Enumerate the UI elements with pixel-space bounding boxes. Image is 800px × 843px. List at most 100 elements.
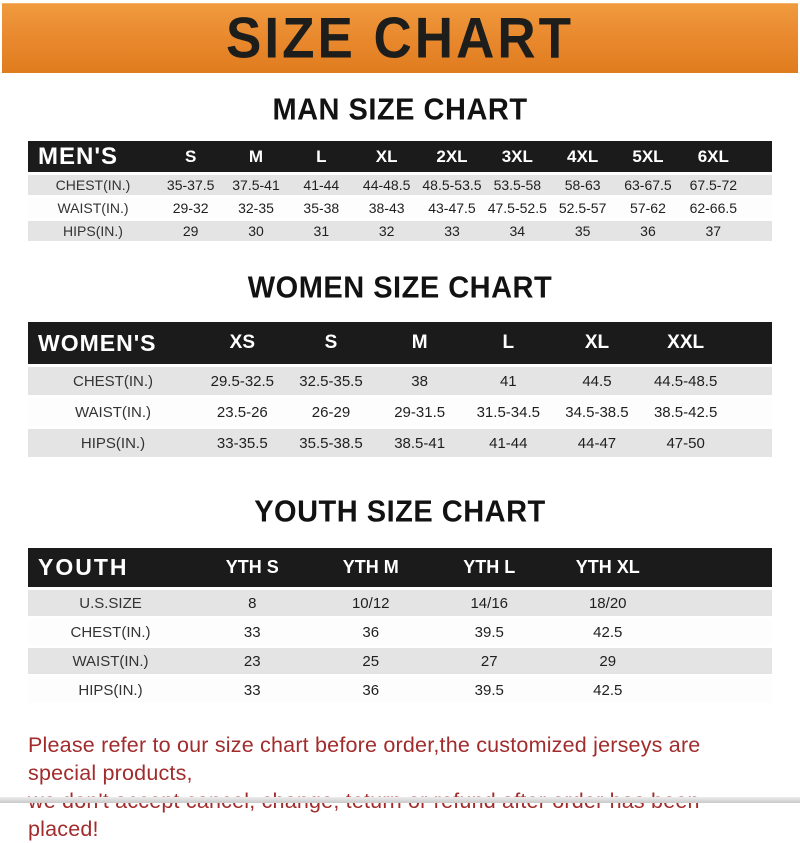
youth-hips-in-yth-m: 36 bbox=[362, 681, 380, 699]
men-waist-in-s: 29-32 bbox=[172, 200, 209, 216]
men-hips-in-6xl: 37 bbox=[705, 223, 722, 239]
disclaimer-line-2: we don't accept cancel, change, teturn o… bbox=[28, 789, 699, 841]
women-row-spacer bbox=[730, 429, 772, 457]
men-chest-in-l: 41-44 bbox=[303, 177, 340, 193]
youth-hips-in-yth-s: 33 bbox=[243, 681, 261, 699]
women-column-xl: XL bbox=[584, 332, 610, 353]
men-chest-in-5xl: 63-67.5 bbox=[624, 177, 672, 193]
women-section-heading: WOMEN SIZE CHART bbox=[247, 271, 553, 305]
men-waist-in-2xl: 43-47.5 bbox=[428, 200, 476, 216]
women-row-hips-in: HIPS(IN.) 33-35.5 35.5-38.5 38.5-41 41-44 44-… bbox=[28, 429, 772, 457]
women-row-spacer bbox=[730, 367, 772, 395]
men-column-4xl: 4XL bbox=[567, 146, 599, 166]
youth-column-yth-s: YTH S bbox=[225, 557, 279, 577]
men-row-label-waist-in: WAIST(IN.) bbox=[57, 200, 129, 216]
men-hips-in-2xl: 33 bbox=[444, 223, 460, 239]
men-column-6xl: 6XL bbox=[697, 146, 729, 166]
men-waist-in-6xl: 62-66.5 bbox=[689, 200, 738, 216]
men-row-hips-in: HIPS(IN.) 29 30 31 32 33 34 35 36 37 bbox=[28, 221, 772, 241]
youth-row-u-s-size: U.S.SIZE 8 10/12 14/16 18/20 bbox=[28, 590, 772, 616]
youth-row-spacer bbox=[667, 619, 772, 645]
women-waist-in-s: 26-29 bbox=[311, 403, 351, 421]
men-row-waist-in: WAIST(IN.) 29-32 32-35 35-38 38-43 43-47.5 47.… bbox=[28, 198, 772, 218]
men-header-spacer bbox=[746, 141, 772, 172]
men-waist-in-4xl: 52.5-57 bbox=[558, 200, 607, 216]
women-waist-in-m: 29-31.5 bbox=[394, 403, 446, 421]
youth-header-spacer bbox=[667, 548, 772, 587]
youth-size-table: YOUTH YTH S YTH M YTH L YTH XL U.S.SIZE 8 10/12… bbox=[28, 545, 772, 706]
banner-title: SIZE CHART bbox=[226, 6, 574, 71]
youth-row-spacer bbox=[667, 648, 772, 674]
men-chest-in-3xl: 53.5-58 bbox=[493, 177, 542, 193]
women-row-waist-in: WAIST(IN.) 23.5-26 26-29 29-31.5 31.5-34.5 34… bbox=[28, 398, 772, 426]
women-row-label-waist-in: WAIST(IN.) bbox=[74, 403, 152, 421]
women-waist-in-xs: 23.5-26 bbox=[216, 403, 268, 421]
youth-row-label-hips-in: HIPS(IN.) bbox=[78, 681, 143, 699]
youth-row-chest-in: CHEST(IN.) 33 36 39.5 42.5 bbox=[28, 619, 772, 645]
men-column-s: S bbox=[184, 146, 197, 166]
women-column-l: L bbox=[502, 332, 515, 353]
youth-row-spacer bbox=[667, 677, 772, 703]
youth-waist-in-yth-m: 25 bbox=[362, 652, 380, 670]
men-chest-in-m: 37.5-41 bbox=[232, 177, 280, 193]
men-chest-in-2xl: 48.5-53.5 bbox=[422, 177, 482, 193]
men-hips-in-xl: 32 bbox=[378, 223, 395, 239]
men-waist-in-l: 35-38 bbox=[303, 200, 340, 216]
youth-row-label-chest-in: CHEST(IN.) bbox=[70, 623, 151, 641]
women-chest-in-s: 32.5-35.5 bbox=[299, 372, 363, 390]
women-size-table: WOMEN'S XS S M L XL XXL CHEST(IN.) 29.5-32.5 32.5… bbox=[28, 319, 772, 460]
women-waist-in-xxl: 38.5-42.5 bbox=[653, 403, 718, 421]
women-column-xs: XS bbox=[229, 332, 255, 353]
youth-chest-in-yth-xl: 42.5 bbox=[593, 623, 623, 641]
women-row-chest-in: CHEST(IN.) 29.5-32.5 32.5-35.5 38 41 44.5 44.5… bbox=[28, 367, 772, 395]
bottom-edge-strip bbox=[0, 797, 800, 803]
youth-column-yth-xl: YTH XL bbox=[575, 557, 640, 577]
women-column-m: M bbox=[411, 332, 428, 353]
men-waist-in-3xl: 47.5-52.5 bbox=[487, 200, 547, 216]
women-hips-in-xs: 33-35.5 bbox=[216, 434, 268, 452]
women-chest-in-xxl: 44.5-48.5 bbox=[653, 372, 718, 390]
youth-waist-in-yth-s: 23 bbox=[243, 652, 261, 670]
size-chart-banner: SIZE CHART bbox=[2, 3, 798, 73]
women-hips-in-m: 38.5-41 bbox=[394, 434, 446, 452]
men-hips-in-s: 29 bbox=[182, 223, 199, 239]
youth-waist-in-yth-l: 27 bbox=[480, 652, 498, 670]
youth-row-spacer bbox=[667, 590, 772, 616]
men-section-heading: MAN SIZE CHART bbox=[272, 93, 528, 127]
youth-row-label-u-s-size: U.S.SIZE bbox=[79, 594, 142, 612]
youth-u-s-size-yth-xl: 18/20 bbox=[588, 594, 627, 612]
women-chest-in-m: 38 bbox=[411, 372, 428, 390]
women-table-title: WOMEN'S bbox=[38, 329, 157, 356]
women-chest-in-xl: 44.5 bbox=[582, 372, 612, 390]
women-column-xxl: XXL bbox=[667, 332, 705, 353]
men-hips-in-5xl: 36 bbox=[640, 223, 656, 239]
men-hips-in-m: 30 bbox=[248, 223, 264, 239]
youth-table-title: YOUTH bbox=[38, 554, 129, 580]
men-row-spacer bbox=[746, 221, 772, 241]
youth-chest-in-yth-l: 39.5 bbox=[474, 623, 504, 641]
disclaimer: Please refer to our size chart before or… bbox=[28, 731, 774, 843]
men-column-5xl: 5XL bbox=[632, 146, 664, 166]
women-header-spacer bbox=[730, 322, 772, 364]
youth-hips-in-yth-xl: 42.5 bbox=[593, 681, 623, 699]
men-hips-in-4xl: 35 bbox=[574, 223, 591, 239]
men-column-m: M bbox=[248, 146, 264, 166]
men-row-chest-in: CHEST(IN.) 35-37.5 37.5-41 41-44 44-48.5 48.5… bbox=[28, 175, 772, 195]
youth-section-heading: YOUTH SIZE CHART bbox=[254, 495, 546, 529]
men-chest-in-s: 35-37.5 bbox=[166, 177, 215, 193]
women-hips-in-xxl: 47-50 bbox=[666, 434, 705, 452]
men-chest-in-6xl: 67.5-72 bbox=[689, 177, 738, 193]
women-waist-in-l: 31.5-34.5 bbox=[476, 403, 540, 421]
men-chest-in-4xl: 58-63 bbox=[564, 177, 601, 193]
women-hips-in-xl: 44-47 bbox=[577, 434, 617, 452]
youth-u-s-size-yth-s: 8 bbox=[248, 594, 257, 612]
men-hips-in-3xl: 34 bbox=[509, 223, 526, 239]
youth-waist-in-yth-xl: 29 bbox=[599, 652, 617, 670]
women-row-label-hips-in: HIPS(IN.) bbox=[80, 434, 146, 452]
youth-column-yth-l: YTH L bbox=[463, 557, 516, 577]
youth-table-header-row: YOUTH YTH S YTH M YTH L YTH XL bbox=[28, 548, 772, 587]
men-chest-in-xl: 44-48.5 bbox=[362, 177, 411, 193]
youth-u-s-size-yth-l: 14/16 bbox=[470, 594, 509, 612]
men-column-xl: XL bbox=[375, 146, 398, 166]
women-column-s: S bbox=[324, 332, 338, 353]
